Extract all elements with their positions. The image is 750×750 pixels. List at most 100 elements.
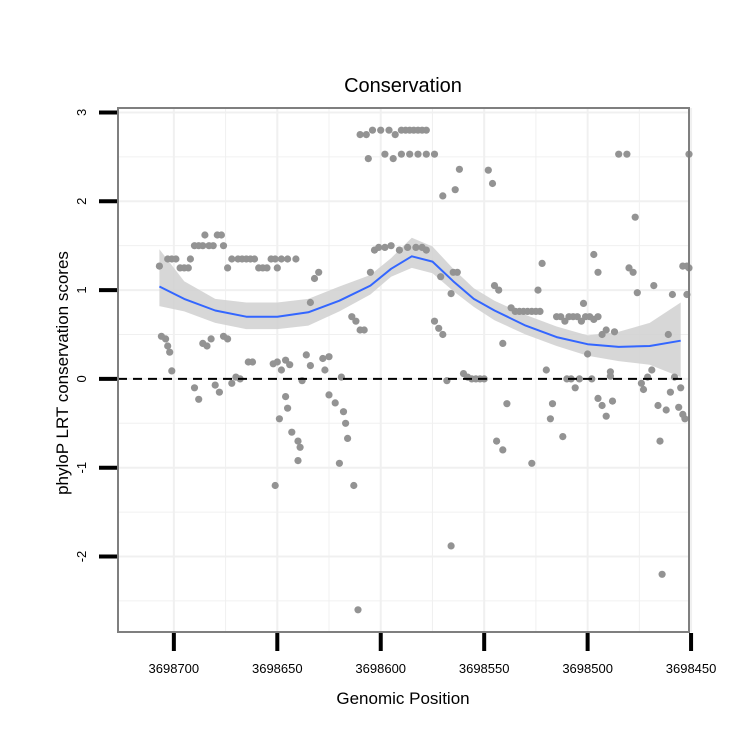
data-point: [414, 150, 422, 158]
data-points-layer: [155, 126, 693, 614]
data-point: [321, 366, 329, 374]
x-tick-label: 3698700: [149, 661, 200, 676]
data-point: [579, 299, 588, 307]
data-point: [282, 393, 290, 401]
data-point: [186, 255, 194, 263]
x-tick-label: 3698500: [562, 661, 613, 676]
data-point: [664, 330, 672, 339]
data-point: [389, 155, 397, 163]
data-point: [224, 264, 232, 272]
data-point: [385, 126, 393, 134]
data-point: [484, 166, 492, 174]
data-point: [166, 348, 174, 356]
data-point: [422, 246, 430, 254]
data-point: [306, 362, 314, 370]
data-point: [499, 339, 507, 347]
data-point: [451, 186, 459, 194]
y-tick-label: -2: [74, 551, 89, 563]
data-point: [310, 274, 319, 283]
data-point: [294, 437, 302, 445]
data-point: [637, 379, 646, 387]
data-point: [430, 317, 439, 325]
plot-panel: [117, 107, 693, 633]
data-point: [559, 433, 567, 441]
data-point: [602, 326, 610, 334]
data-point: [381, 243, 389, 251]
data-point: [584, 350, 592, 358]
data-point: [292, 255, 300, 263]
data-point: [447, 290, 455, 298]
x-tick-label: 3698450: [666, 661, 717, 676]
data-point: [542, 366, 550, 374]
chart-title: Conservation: [344, 75, 462, 97]
data-point: [306, 298, 314, 307]
data-point: [590, 250, 598, 259]
data-point: [325, 391, 333, 399]
data-point: [639, 385, 648, 394]
data-point: [360, 326, 368, 334]
data-point: [490, 282, 499, 290]
data-point: [217, 231, 225, 239]
data-point: [668, 290, 677, 299]
data-point: [557, 313, 565, 321]
data-point: [195, 395, 203, 403]
data-point: [168, 367, 176, 375]
data-point: [650, 282, 658, 290]
data-point: [302, 351, 310, 359]
data-point: [271, 255, 279, 263]
data-point: [215, 388, 223, 396]
data-point: [277, 366, 285, 374]
data-point: [406, 150, 414, 158]
data-point: [503, 400, 511, 408]
data-point: [666, 388, 675, 396]
data-point: [248, 358, 257, 366]
data-point: [164, 342, 172, 350]
data-point: [325, 353, 333, 361]
data-point: [679, 262, 687, 270]
data-point: [209, 242, 217, 250]
data-point: [453, 268, 461, 276]
data-point: [548, 400, 557, 408]
data-point: [602, 412, 610, 420]
data-point: [377, 126, 385, 134]
x-tick-label: 3698550: [459, 661, 510, 676]
data-point: [575, 375, 584, 383]
data-point: [339, 408, 348, 416]
data-point: [577, 317, 586, 325]
smooth-line: [158, 255, 681, 348]
smooth-line-layer: [158, 255, 681, 348]
data-point: [439, 330, 447, 339]
data-point: [675, 403, 683, 411]
data-point: [397, 150, 405, 158]
data-point: [228, 379, 236, 387]
y-axis: -2 -1 0 1 2 3: [74, 109, 117, 562]
data-point: [354, 606, 362, 614]
data-point: [437, 273, 445, 281]
data-point: [594, 268, 602, 276]
y-tick-label: 0: [74, 375, 89, 382]
data-point: [368, 126, 377, 134]
data-point: [598, 401, 606, 410]
panel-border: [117, 107, 690, 633]
data-point: [439, 192, 447, 200]
data-point: [430, 150, 439, 158]
data-point: [271, 481, 279, 490]
data-point: [629, 268, 637, 276]
data-point: [391, 131, 399, 139]
data-point: [172, 255, 180, 263]
data-point: [352, 317, 360, 325]
data-point: [681, 415, 689, 423]
data-point: [288, 428, 296, 436]
data-point: [184, 264, 192, 272]
data-point: [162, 335, 170, 343]
data-point: [648, 366, 656, 374]
data-point: [319, 354, 327, 363]
data-point: [201, 231, 209, 239]
data-point: [546, 415, 555, 423]
data-point: [656, 437, 664, 445]
data-point: [615, 150, 623, 158]
data-point: [536, 307, 544, 315]
data-point: [610, 328, 619, 336]
data-point: [275, 415, 283, 423]
data-point: [422, 126, 430, 134]
